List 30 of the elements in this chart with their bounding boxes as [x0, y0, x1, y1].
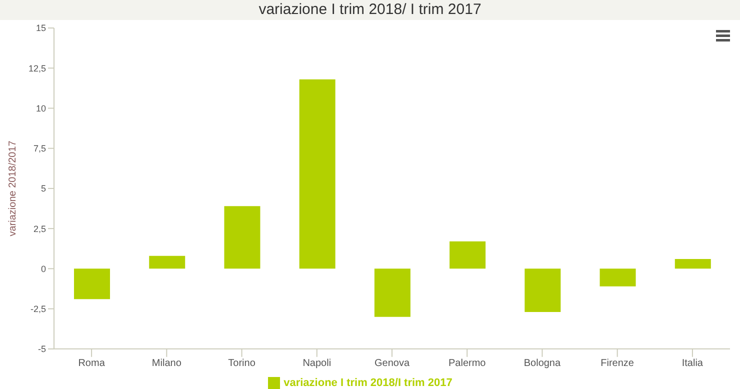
bar [524, 268, 561, 312]
chart-title: variazione I trim 2018/ I trim 2017 [0, 0, 740, 20]
y-tick-label: -5 [38, 344, 46, 354]
y-tick-label: 10 [36, 103, 46, 114]
bar [74, 268, 110, 300]
y-axis-title: variazione 2018/2017 [8, 140, 19, 236]
x-tick-label: Firenze [600, 358, 634, 370]
x-tick-label: Torino [228, 358, 256, 370]
y-tick-label: 0 [40, 264, 46, 274]
y-tick-label: 2,5 [33, 224, 46, 234]
x-tick-label: Bologna [524, 358, 562, 370]
bar [674, 259, 711, 269]
y-tick-label: -2,5 [30, 304, 46, 314]
y-tick-label: 15 [36, 23, 46, 34]
x-tick-label: Italia [682, 358, 704, 370]
bar [149, 256, 186, 269]
legend-label: variazione I trim 2018/I trim 2017 [284, 376, 452, 389]
x-tick-label: Palermo [448, 358, 486, 370]
x-tick-label: Napoli [302, 358, 332, 370]
x-tick-label: Milano [152, 358, 182, 370]
x-tick-label: Genova [374, 358, 410, 370]
x-tick-label: Roma [78, 358, 106, 370]
y-tick-label: 7,5 [33, 144, 46, 154]
bar [450, 241, 486, 269]
y-tick-label: 5 [40, 184, 46, 194]
bar [374, 268, 410, 317]
bar [600, 268, 636, 286]
bar [224, 206, 260, 269]
bar [299, 79, 336, 269]
y-tick-label: 12,5 [28, 63, 46, 74]
